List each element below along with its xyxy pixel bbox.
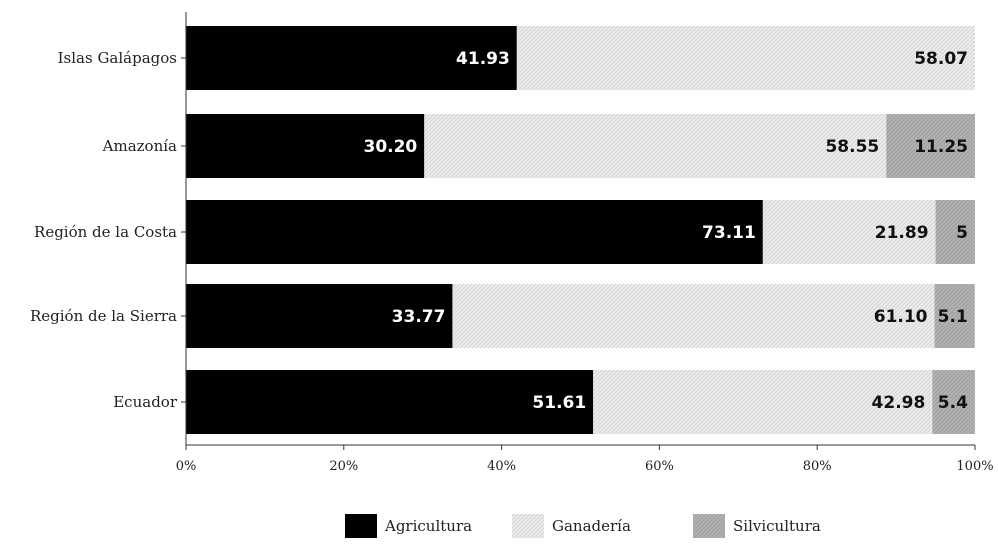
value-label-silvicultura-amazonia: 11.25 xyxy=(914,137,968,157)
x-tick-label-1: 20% xyxy=(329,459,358,474)
category-labels: Islas Galápagos Amazonía Región de la Cost… xyxy=(30,49,178,411)
value-label-ganaderia-ecuador: 42.98 xyxy=(872,393,926,413)
bar-agricultura-amazonia xyxy=(186,114,425,178)
value-label-agricultura-region-de-la-sierra: 33.77 xyxy=(392,307,446,327)
bar-silvicultura-region-de-la-costa xyxy=(935,200,975,264)
legend-label-silvicultura: Silvicultura xyxy=(733,517,821,535)
x-tick-label-2: 40% xyxy=(487,459,516,474)
axes-group xyxy=(181,12,976,450)
bar-ganaderia-amazonia xyxy=(424,114,887,178)
x-tick-label-5: 100% xyxy=(956,459,993,474)
value-label-ganaderia-islas-galapagos: 58.07 xyxy=(914,49,968,69)
value-labels: 41.93 58.07 30.20 58.55 11.25 73.11 21.89 5 33.7… xyxy=(363,49,968,413)
bar-agricultura-region-de-la-sierra xyxy=(186,284,453,348)
legend-label-agricultura: Agricultura xyxy=(384,517,472,535)
bar-ganaderia-region-de-la-sierra xyxy=(452,284,935,348)
x-tick-label-3: 60% xyxy=(645,459,674,474)
legend-swatch-agricultura xyxy=(345,514,377,538)
value-label-ganaderia-region-de-la-sierra: 61.10 xyxy=(874,307,928,327)
bar-agricultura-region-de-la-costa xyxy=(186,200,763,264)
value-label-silvicultura-region-de-la-costa: 5 xyxy=(956,223,968,243)
category-label-islas-galapagos: Islas Galápagos xyxy=(58,49,177,67)
category-label-amazonia: Amazonía xyxy=(102,137,177,155)
bar-ganaderia-ecuador xyxy=(593,370,933,434)
bar-silvicultura-region-de-la-sierra xyxy=(934,284,975,348)
bar-ganaderia-region-de-la-costa xyxy=(762,200,936,264)
bars-group xyxy=(186,26,975,434)
bar-ganaderia-islas-galapagos xyxy=(516,26,975,90)
value-label-agricultura-amazonia: 30.20 xyxy=(363,137,417,157)
value-label-silvicultura-ecuador: 5.4 xyxy=(938,393,968,413)
bar-silvicultura-amazonia xyxy=(886,114,975,178)
tick-labels: 0% 20% 40% 60% 80% 100% xyxy=(176,459,994,474)
value-label-ganaderia-region-de-la-costa: 21.89 xyxy=(875,223,929,243)
bar-silvicultura-ecuador xyxy=(932,370,975,434)
legend: Agricultura Ganadería Silvicultura xyxy=(345,514,821,538)
category-label-region-de-la-costa: Región de la Costa xyxy=(34,223,177,241)
legend-swatch-ganaderia xyxy=(512,514,544,538)
x-tick-label-0: 0% xyxy=(176,459,197,474)
bar-agricultura-ecuador xyxy=(186,370,594,434)
legend-swatch-silvicultura xyxy=(693,514,725,538)
category-label-ecuador: Ecuador xyxy=(113,393,178,411)
value-label-agricultura-ecuador: 51.61 xyxy=(532,393,586,413)
value-label-agricultura-islas-galapagos: 41.93 xyxy=(456,49,510,69)
x-tick-label-4: 80% xyxy=(803,459,832,474)
value-label-agricultura-region-de-la-costa: 73.11 xyxy=(702,223,756,243)
category-label-region-de-la-sierra: Región de la Sierra xyxy=(30,307,177,325)
bar-agricultura-islas-galapagos xyxy=(186,26,517,90)
value-label-silvicultura-region-de-la-sierra: 5.1 xyxy=(938,307,968,327)
legend-label-ganaderia: Ganadería xyxy=(552,517,631,535)
value-label-ganaderia-amazonia: 58.55 xyxy=(825,137,879,157)
